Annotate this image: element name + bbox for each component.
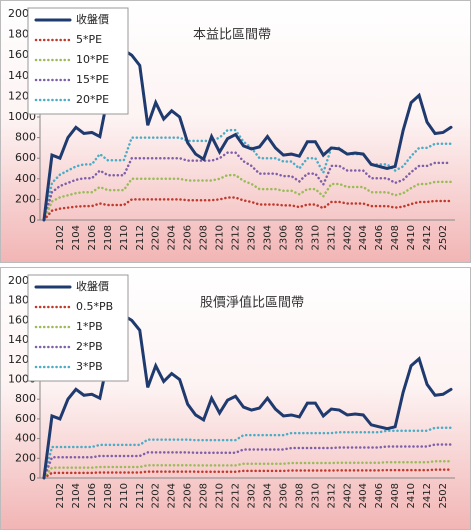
x-tick-label: 2406 [374,483,385,508]
x-tick-label: 2306 [278,225,289,250]
legend-label: 2*PB [76,340,103,353]
series-line [42,196,453,222]
y-tick-label: 800 [15,131,36,144]
legend-label: 10*PE [76,53,109,66]
x-tick-label: 2204 [167,225,178,250]
y-tick-label: 400 [15,172,36,185]
x-tick-label: 2206 [183,483,194,508]
series-line [42,426,453,480]
x-tick-label: 2108 [103,483,114,508]
x-tick-label: 2108 [103,225,114,250]
x-tick-label: 2408 [390,225,401,250]
y-tick-label: 200 [15,451,36,464]
x-tick-label: 2406 [374,225,385,250]
x-tick-label: 2402 [342,483,353,508]
x-tick-label: 2304 [262,225,273,250]
y-tick-label: 600 [15,151,36,164]
x-tick-label: 2304 [262,483,273,508]
series-line [42,128,453,222]
x-tick-label: 2412 [422,483,433,508]
x-tick-label: 2210 [215,225,226,250]
x-tick-label: 2402 [342,225,353,250]
x-tick-label: 2112 [135,225,146,250]
x-tick-label: 2312 [326,225,337,250]
x-tick-label: 2106 [87,483,98,508]
legend-label: 收盤價 [76,12,109,26]
x-tick-label: 2210 [215,483,226,508]
y-tick-label: 0 [29,471,36,484]
x-tick-label: 2308 [294,225,305,250]
x-tick-label: 2312 [326,483,337,508]
x-tick-label: 2110 [119,225,130,250]
x-tick-label: 2410 [406,225,417,250]
series-line [42,460,453,480]
series-line [42,173,453,222]
legend-label: 0.5*PB [76,300,113,313]
x-tick-label: 2112 [135,483,146,508]
x-tick-label: 2408 [390,483,401,508]
legend-label: 收盤價 [76,279,109,293]
x-tick-label: 2302 [246,225,257,250]
chart-title: 本益比區間帶 [193,28,271,43]
x-tick-label: 2202 [151,483,162,508]
x-tick-label: 2104 [71,483,82,508]
x-tick-label: 2410 [406,483,417,508]
legend-label: 20*PE [76,93,109,106]
y-tick-label: 600 [15,412,36,425]
x-tick-label: 2404 [358,225,369,250]
x-tick-label: 2308 [294,483,305,508]
x-tick-label: 2212 [231,225,242,250]
x-tick-label: 2502 [438,483,449,508]
x-tick-label: 2310 [310,483,321,508]
y-tick-label: 400 [15,432,36,445]
x-tick-label: 2204 [167,483,178,508]
legend-label: 1*PB [76,320,103,333]
x-tick-label: 2212 [231,483,242,508]
x-tick-label: 2102 [55,225,66,250]
chart-title: 股價淨值比區間帶 [200,295,304,311]
x-tick-label: 2202 [151,225,162,250]
y-tick-label: 800 [15,392,36,405]
series-line [42,443,453,480]
x-tick-label: 2302 [246,483,257,508]
x-tick-label: 2208 [199,483,210,508]
x-tick-label: 2310 [310,225,321,250]
x-tick-label: 2412 [422,225,433,250]
x-tick-label: 2306 [278,483,289,508]
x-tick-label: 2102 [55,483,66,508]
series-line [42,468,453,480]
legend-label: 3*PB [76,360,103,373]
y-tick-label: 0 [29,213,36,226]
x-tick-label: 2206 [183,225,194,250]
x-tick-label: 2110 [119,483,130,508]
x-tick-label: 2208 [199,225,210,250]
x-tick-label: 2104 [71,225,82,250]
x-tick-label: 2404 [358,483,369,508]
x-tick-label: 2502 [438,225,449,250]
legend-label: 5*PE [76,33,102,46]
x-tick-label: 2106 [87,225,98,250]
series-line [42,151,453,222]
y-tick-label: 200 [15,192,36,205]
legend-label: 15*PE [76,73,109,86]
